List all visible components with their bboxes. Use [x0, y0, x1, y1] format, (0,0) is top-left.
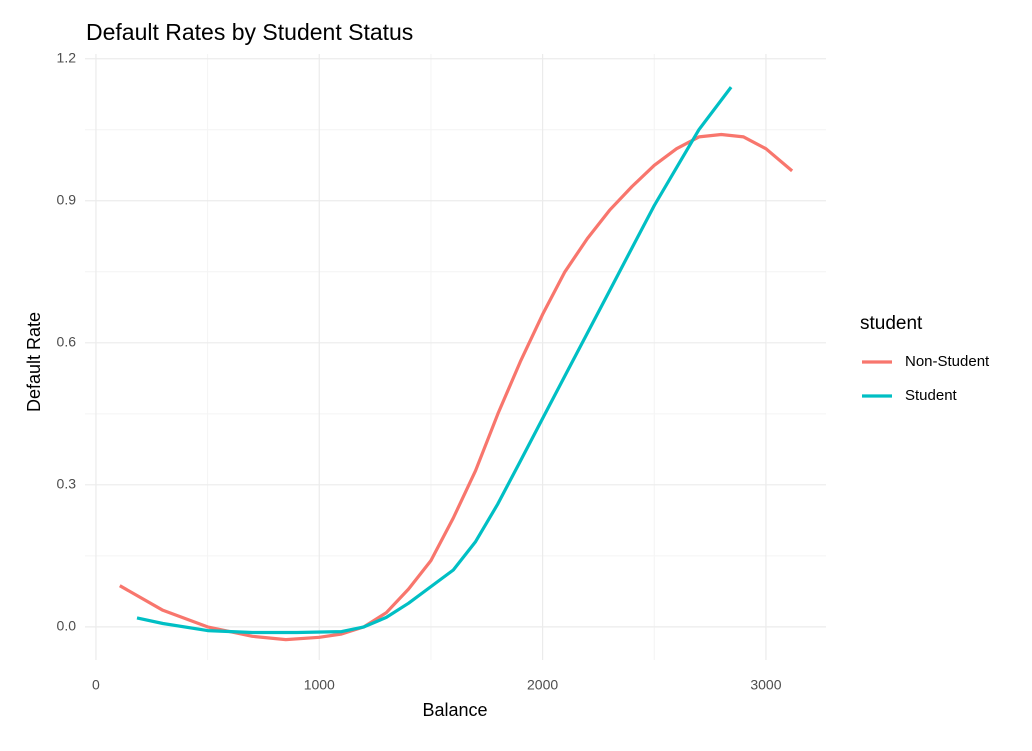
y-tick-label: 0.6 [57, 334, 77, 350]
line [119, 132, 794, 642]
y-tick-label: 0.0 [57, 618, 77, 634]
legend-label: Student [905, 387, 958, 404]
y-tick-label: 0.9 [57, 191, 77, 207]
x-tick-label: 2000 [527, 677, 558, 693]
y-axis-label: Default Rate [24, 312, 44, 412]
x-axis-label: Balance [422, 700, 487, 720]
legend-label: Non-Student [905, 353, 990, 370]
chart-title: Default Rates by Student Status [86, 19, 413, 45]
x-tick-label: 1000 [304, 677, 335, 693]
legend-title: student [860, 313, 923, 334]
x-tick-label: 0 [92, 677, 100, 693]
y-tick-label: 0.3 [57, 476, 77, 492]
x-tick-label: 3000 [750, 677, 781, 693]
line [136, 86, 733, 635]
y-tick-label: 1.2 [57, 49, 77, 65]
